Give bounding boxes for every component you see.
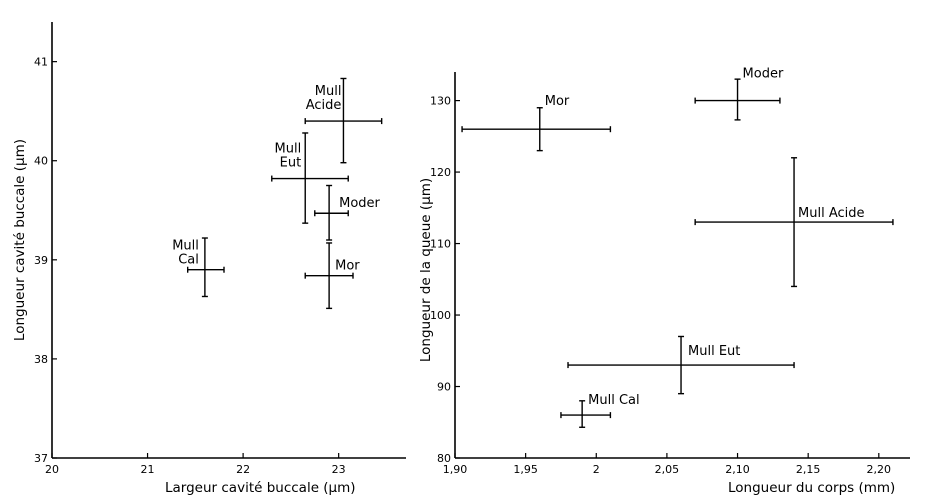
chart-left-point-label: Moder	[339, 196, 380, 211]
chart-right-point-label: Mull Eut	[688, 344, 740, 359]
chart-right-x-tick-label: 2,20	[867, 463, 892, 476]
chart-right-y-axis-title: Longueur de la queue (µm)	[418, 178, 434, 362]
chart-right-x-tick-label: 2,15	[796, 463, 821, 476]
chart-left-y-axis-title: Longueur cavité buccale (µm)	[12, 139, 28, 341]
chart-left-x-tick-label: 20	[45, 463, 59, 476]
chart-left-point-label: Acide	[306, 98, 342, 113]
chart-left-x-axis-title: Largeur cavité buccale (µm)	[165, 480, 356, 496]
chart-right-point-label: Mor	[545, 94, 570, 109]
chart-left-point-label: Mull	[172, 239, 199, 254]
chart-right-point-label: Mull Acide	[798, 206, 865, 221]
chart-left-point-label: Mull	[275, 142, 302, 157]
chart-right-y-tick-label: 110	[430, 238, 451, 251]
chart-right-x-tick-label: 2,05	[655, 463, 680, 476]
chart-left-y-tick-label: 40	[34, 155, 48, 168]
chart-left-x-tick-label: 23	[332, 463, 346, 476]
chart-right-y-tick-label: 80	[437, 452, 451, 465]
chart-right-y-tick-label: 130	[430, 95, 451, 108]
chart-left-x-tick-label: 21	[141, 463, 155, 476]
chart-right-x-tick-label: 2,10	[725, 463, 750, 476]
chart-left-y-tick-label: 39	[34, 254, 48, 267]
chart-right-point-label: Mull Cal	[588, 393, 639, 408]
chart-left-y-tick-label: 37	[34, 452, 48, 465]
chart-left-y-tick-label: 38	[34, 353, 48, 366]
chart-right-x-tick-label: 1,90	[443, 463, 468, 476]
chart-left-point-label: Mor	[335, 259, 360, 274]
chart-left-point-label: Mull	[315, 84, 342, 99]
chart-left-point-label: Cal	[178, 253, 199, 268]
chart-right-x-tick-label: 2	[593, 463, 600, 476]
chart-right-y-tick-label: 100	[430, 309, 451, 322]
chart-right-x-tick-label: 1,95	[513, 463, 538, 476]
chart-left-point-label: Eut	[280, 156, 302, 171]
chart-right-y-tick-label: 120	[430, 166, 451, 179]
chart-right-point-label: Moder	[743, 67, 784, 82]
chart-left-y-tick-label: 41	[34, 56, 48, 69]
chart-right-x-axis-title: Longueur du corps (mm)	[728, 480, 895, 496]
chart-left-x-tick-label: 22	[236, 463, 250, 476]
chart-right-y-tick-label: 90	[437, 381, 451, 394]
